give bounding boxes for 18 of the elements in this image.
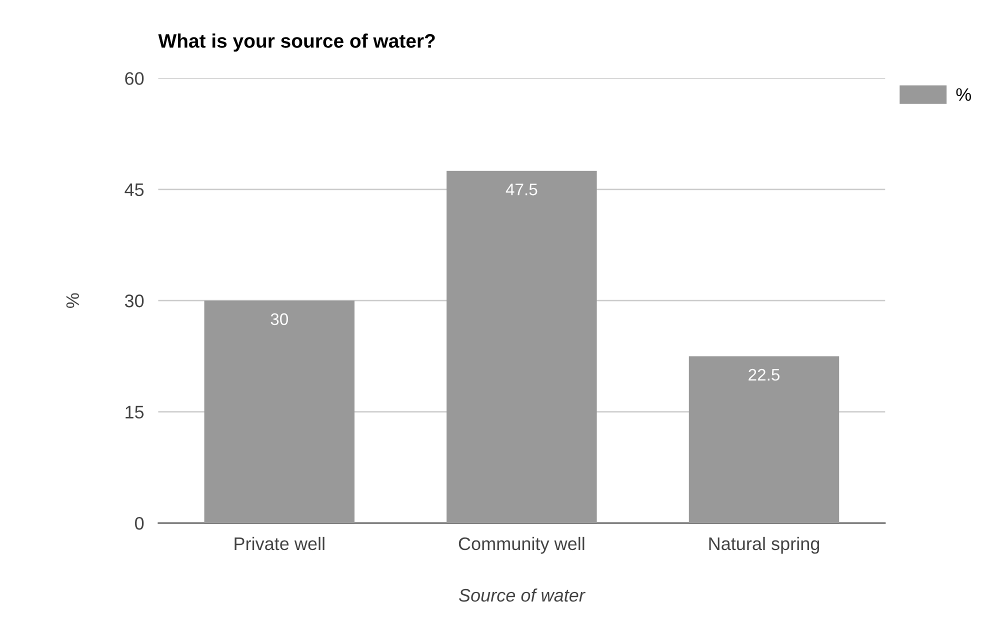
y-axis-title: %	[66, 293, 79, 308]
y-tick-label: 0	[135, 516, 144, 530]
x-tick-label: Community well	[458, 536, 584, 554]
x-axis-title: Source of water	[458, 588, 586, 602]
y-tick-label: 45	[124, 184, 144, 196]
legend-label: %	[956, 88, 972, 101]
x-tick-label: Natural spring	[709, 536, 820, 554]
x-tick-label: Private well	[234, 536, 324, 550]
bar	[204, 300, 355, 524]
bar	[688, 356, 840, 524]
data-label: 47.5	[506, 184, 538, 196]
y-tick-label: 30	[124, 294, 144, 308]
data-label: 30	[270, 313, 288, 326]
y-tick-label: 60	[125, 72, 144, 85]
chart-title: What is your source of water?	[158, 34, 435, 52]
bar	[446, 170, 597, 524]
data-label: 22.5	[748, 368, 780, 381]
y-tick-label: 15	[126, 406, 144, 419]
